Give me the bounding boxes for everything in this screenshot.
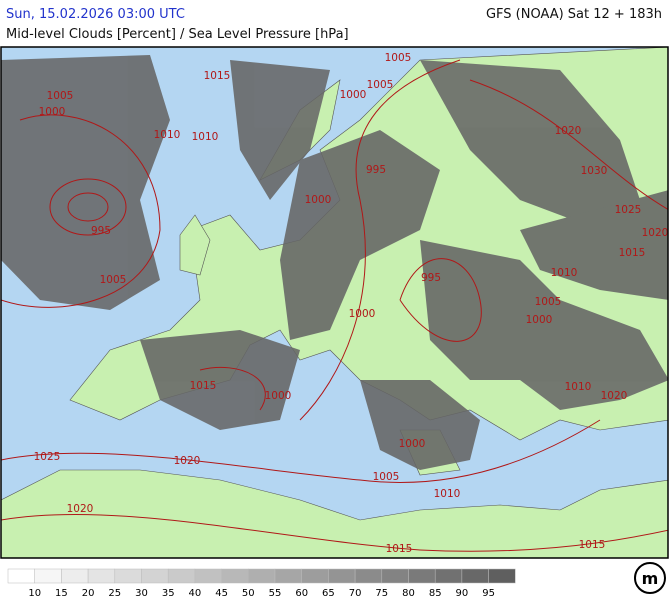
legend-label: 70 — [349, 588, 362, 599]
isobar-label: 1005 — [385, 52, 412, 64]
isobar-label: 995 — [366, 164, 386, 176]
isobar-label: 1020 — [174, 455, 201, 467]
isobar-label: 1015 — [579, 539, 606, 551]
isobar-label: 1005 — [373, 471, 400, 483]
legend-swatch — [167, 568, 196, 584]
legend-swatch — [248, 568, 276, 584]
legend-swatch — [274, 568, 302, 584]
isobar-label: 1005 — [535, 296, 562, 308]
legend-label: 20 — [82, 588, 95, 599]
isobar-label: 1020 — [555, 125, 582, 137]
legend-swatch — [7, 568, 35, 584]
isobar-label: 1000 — [349, 308, 376, 320]
isobar-label: 1000 — [399, 438, 426, 450]
legend-swatch — [488, 568, 516, 584]
isobar-label: 1000 — [526, 314, 553, 326]
isobar-label: 1010 — [434, 488, 461, 500]
legend-swatch — [408, 568, 436, 584]
legend-swatch — [114, 568, 142, 584]
isobar-label: 1005 — [367, 79, 394, 91]
isobar-label: 1010 — [154, 129, 181, 141]
isobar-label: 1020 — [601, 390, 628, 402]
valid-time: Sun, 15.02.2026 03:00 UTC — [6, 7, 185, 22]
isobar-label: 1020 — [642, 227, 669, 239]
legend-swatch — [461, 568, 489, 584]
legend-label: 55 — [269, 588, 282, 599]
isobar-label: 995 — [91, 225, 111, 237]
legend-label: 25 — [108, 588, 121, 599]
legend-label: 40 — [189, 588, 202, 599]
model-run: GFS (NOAA) Sat 12 + 183h — [486, 7, 662, 22]
legend-swatch — [381, 568, 409, 584]
legend-swatch — [34, 568, 62, 584]
legend-swatch — [141, 568, 169, 584]
isobar-lines — [1, 59, 668, 552]
clouds — [1, 55, 668, 470]
legend-swatch — [301, 568, 329, 584]
isobar-label: 1010 — [192, 131, 219, 143]
isobar-label: 1030 — [581, 165, 608, 177]
isobar-label: 1010 — [551, 267, 578, 279]
isobar-label: 1005 — [100, 274, 127, 286]
legend-label: 10 — [28, 588, 41, 599]
legend-swatch — [194, 568, 222, 584]
isobar-label: 1000 — [305, 194, 332, 206]
legend-label: 45 — [215, 588, 228, 599]
isobar-label: 1025 — [34, 451, 61, 463]
isobar-label: 1000 — [340, 89, 367, 101]
legend-label: 65 — [322, 588, 335, 599]
isobar-label: 1010 — [565, 381, 592, 393]
isobar-label: 1000 — [39, 106, 66, 118]
isobar-label: 1015 — [204, 70, 231, 82]
map-title: Mid-level Clouds [Percent] / Sea Level P… — [6, 27, 349, 42]
isobar-label: 1015 — [190, 380, 217, 392]
isobar-label: 1015 — [386, 543, 413, 555]
isobar-label: 1005 — [47, 90, 74, 102]
isobar-label: 1020 — [67, 503, 94, 515]
legend-label: 75 — [375, 588, 388, 599]
legend-swatch — [61, 568, 89, 584]
isobar-label: 1000 — [265, 390, 292, 402]
legend-swatch — [87, 568, 116, 584]
legend-label: 85 — [429, 588, 442, 599]
legend-label: 35 — [162, 588, 175, 599]
legend-label: 90 — [456, 588, 469, 599]
legend-label: 60 — [295, 588, 308, 599]
legend-label: 15 — [55, 588, 68, 599]
logo: m — [642, 569, 659, 588]
legend-label: 50 — [242, 588, 255, 599]
isobar-label: 1025 — [615, 204, 642, 216]
logo-circle — [634, 562, 666, 594]
legend-label: 30 — [135, 588, 148, 599]
legend-swatch — [434, 568, 463, 584]
legend-label: 80 — [402, 588, 415, 599]
legend-label: 95 — [482, 588, 495, 599]
isobar-label: 995 — [421, 272, 441, 284]
isobar-label: 1015 — [619, 247, 646, 259]
legend-swatch — [221, 568, 249, 584]
legend-swatch — [328, 568, 356, 584]
legend: 10 15 20 25 30 35 40 45 50 55 60 65 70 75 80 85 90 95 — [7, 568, 516, 599]
legend-swatch — [354, 568, 383, 584]
